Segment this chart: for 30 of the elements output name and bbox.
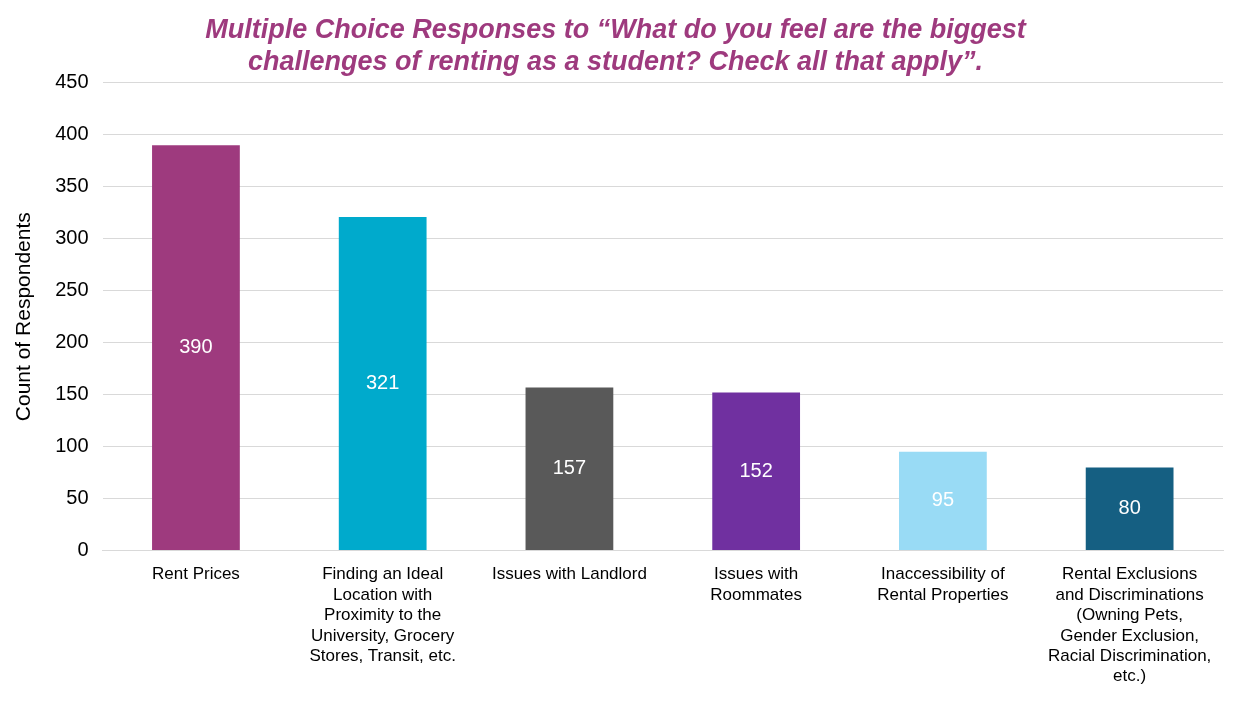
x-tick-label: Rent Prices	[152, 564, 240, 584]
data-label: 321	[365, 371, 400, 394]
data-label: 80	[1118, 496, 1141, 519]
data-label: 152	[739, 458, 773, 481]
y-tick-label: 400	[55, 122, 89, 145]
y-tick-label: 150	[55, 382, 89, 405]
y-tick-label: 450	[55, 70, 89, 93]
y-tick-label: 50	[66, 486, 89, 509]
y-tick-label: 250	[55, 278, 89, 301]
data-label: 95	[931, 488, 955, 511]
bar	[712, 392, 801, 551]
y-tick-label: 200	[55, 330, 89, 353]
chart-title: Multiple Choice Responses to “What do you feel are the biggest challenges of renting as a student? Check all that apply”.	[205, 13, 1027, 77]
bar	[1085, 467, 1174, 551]
bar	[899, 451, 987, 551]
y-tick-label: 350	[55, 174, 89, 197]
y-tick-label: 100	[55, 434, 89, 457]
y-tick-label: 0	[77, 538, 89, 561]
y-tick-label: 300	[55, 226, 89, 249]
y-axis-title: Count of Respondents	[11, 212, 35, 422]
data-label: 390	[179, 335, 213, 358]
x-tick-label: Inaccessibility of Rental Properties	[877, 564, 1009, 604]
x-tick-label: Issues with Landlord	[491, 564, 647, 584]
bar	[525, 387, 614, 551]
x-tick-label: Issues with Roommates	[710, 564, 802, 604]
bar	[152, 145, 240, 551]
bar	[338, 216, 427, 551]
x-tick-label: Rental Exclusions and Discriminations (Owning Pets, Gender Exclusion, Racial Discrimination, etc.)	[1047, 564, 1212, 686]
data-label: 157	[552, 456, 587, 479]
x-tick-label: Finding an Ideal Location with Proximity to the University, Grocery Stores, Transit, etc.	[309, 564, 456, 666]
